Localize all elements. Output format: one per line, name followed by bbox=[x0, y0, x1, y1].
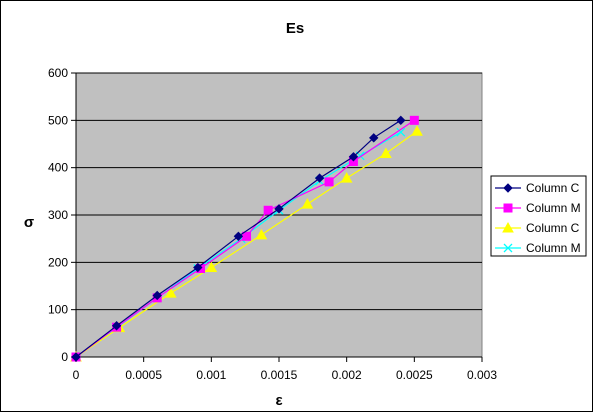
x-tick-label: 0.0025 bbox=[396, 368, 433, 382]
legend-item: Column M bbox=[495, 241, 581, 255]
legend-label: Column C bbox=[526, 221, 580, 235]
data-point bbox=[396, 127, 406, 137]
legend-label: Column C bbox=[526, 181, 580, 195]
data-point bbox=[314, 173, 325, 183]
data-point bbox=[396, 115, 406, 126]
data-point bbox=[411, 125, 423, 136]
y-tick-label: 0 bbox=[61, 350, 68, 364]
data-point bbox=[348, 152, 359, 162]
y-axis-title: σ bbox=[24, 214, 34, 231]
data-point bbox=[71, 352, 81, 362]
x-tick-label: 0.002 bbox=[332, 368, 362, 382]
x-tick-label: 0.003 bbox=[467, 368, 497, 382]
data-point bbox=[263, 205, 273, 215]
data-point bbox=[301, 198, 314, 209]
legend-item: Column C bbox=[495, 181, 580, 195]
marker-stroke bbox=[396, 127, 406, 137]
grid-lines bbox=[76, 72, 482, 311]
data-point bbox=[255, 228, 268, 240]
series-1 bbox=[71, 115, 406, 362]
data-point bbox=[324, 177, 334, 187]
data-point bbox=[340, 172, 353, 183]
series-layer bbox=[70, 115, 423, 362]
data-point bbox=[409, 115, 419, 125]
axes: 0 100 200 300 400 500 600 0 0.0005 0.001 0.0015 0.0… bbox=[48, 66, 497, 382]
legend-item: Column M bbox=[495, 201, 581, 215]
data-point bbox=[242, 231, 252, 241]
data-point bbox=[193, 262, 203, 273]
data-point bbox=[233, 231, 244, 242]
x-axis-title: ε bbox=[275, 392, 282, 409]
x-tick-label: 0.0015 bbox=[261, 368, 298, 382]
x-tick-label: 0 bbox=[73, 368, 80, 382]
data-point bbox=[369, 133, 379, 143]
legend: Column C Column M Column C Column M bbox=[490, 175, 587, 257]
data-point bbox=[111, 321, 122, 331]
legend-label: Column M bbox=[526, 201, 581, 215]
legend-label: Column M bbox=[526, 241, 581, 255]
data-point bbox=[205, 261, 218, 273]
series-3 bbox=[70, 125, 423, 362]
x-tick-label: 0.0005 bbox=[125, 368, 162, 382]
legend-marker bbox=[503, 183, 513, 193]
data-point bbox=[274, 204, 284, 214]
chart-title: Es bbox=[286, 20, 304, 37]
series-line bbox=[75, 119, 402, 358]
legend-marker bbox=[503, 243, 513, 253]
legend-marker bbox=[503, 203, 513, 213]
y-tick-label: 400 bbox=[48, 161, 68, 175]
y-tick-label: 200 bbox=[48, 255, 68, 269]
marker-stroke bbox=[503, 243, 513, 253]
y-tick-label: 100 bbox=[48, 303, 68, 317]
legend-marker bbox=[502, 221, 514, 233]
legend-item: Column C bbox=[495, 221, 580, 235]
data-point bbox=[164, 287, 177, 298]
x-tick-label: 0.001 bbox=[196, 368, 226, 382]
y-tick-label: 300 bbox=[48, 208, 68, 222]
data-point bbox=[152, 290, 162, 301]
data-point bbox=[380, 147, 392, 158]
y-tick-label: 500 bbox=[48, 113, 68, 127]
y-tick-label: 600 bbox=[48, 66, 68, 80]
